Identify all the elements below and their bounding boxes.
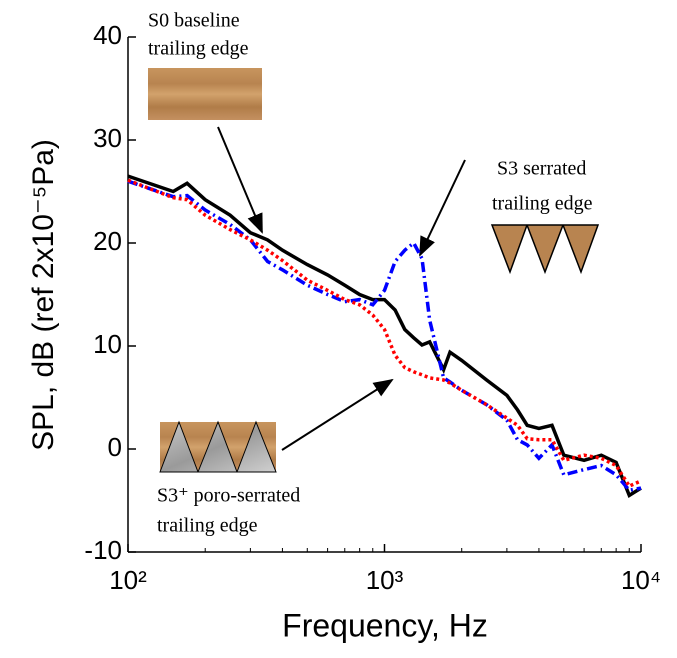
x-tick-label: 10³ xyxy=(366,565,404,595)
y-tick-label: 30 xyxy=(93,123,122,153)
arrow xyxy=(217,126,263,234)
annotation: trailing edge xyxy=(157,515,258,537)
annotation: S3 serrated xyxy=(497,158,586,180)
serrated-sample xyxy=(490,224,600,275)
x-tick-label: 10² xyxy=(109,565,147,595)
poro-serrated-sample xyxy=(159,420,277,473)
y-tick-label: 20 xyxy=(93,226,122,256)
annotation: trailing edge xyxy=(492,193,593,215)
x-axis-title: Frequency, Hz xyxy=(282,607,488,643)
y-tick-label: 0 xyxy=(108,432,122,462)
arrow xyxy=(419,159,466,257)
series-line xyxy=(127,179,642,493)
wood-sample xyxy=(148,68,262,120)
arrow xyxy=(281,378,394,451)
y-tick-label: -10 xyxy=(84,535,122,565)
x-tick-label: 10⁴ xyxy=(621,565,661,595)
annotation: S3⁺ poro-serrated xyxy=(157,485,300,507)
y-tick-label: 10 xyxy=(93,329,122,359)
y-tick-label: 40 xyxy=(93,20,122,50)
annotation: S0 baseline xyxy=(148,10,240,32)
series-line xyxy=(127,174,642,498)
y-axis-title: SPL, dB (ref 2x10⁻⁵Pa) xyxy=(27,139,60,451)
annotation: trailing edge xyxy=(148,38,249,60)
